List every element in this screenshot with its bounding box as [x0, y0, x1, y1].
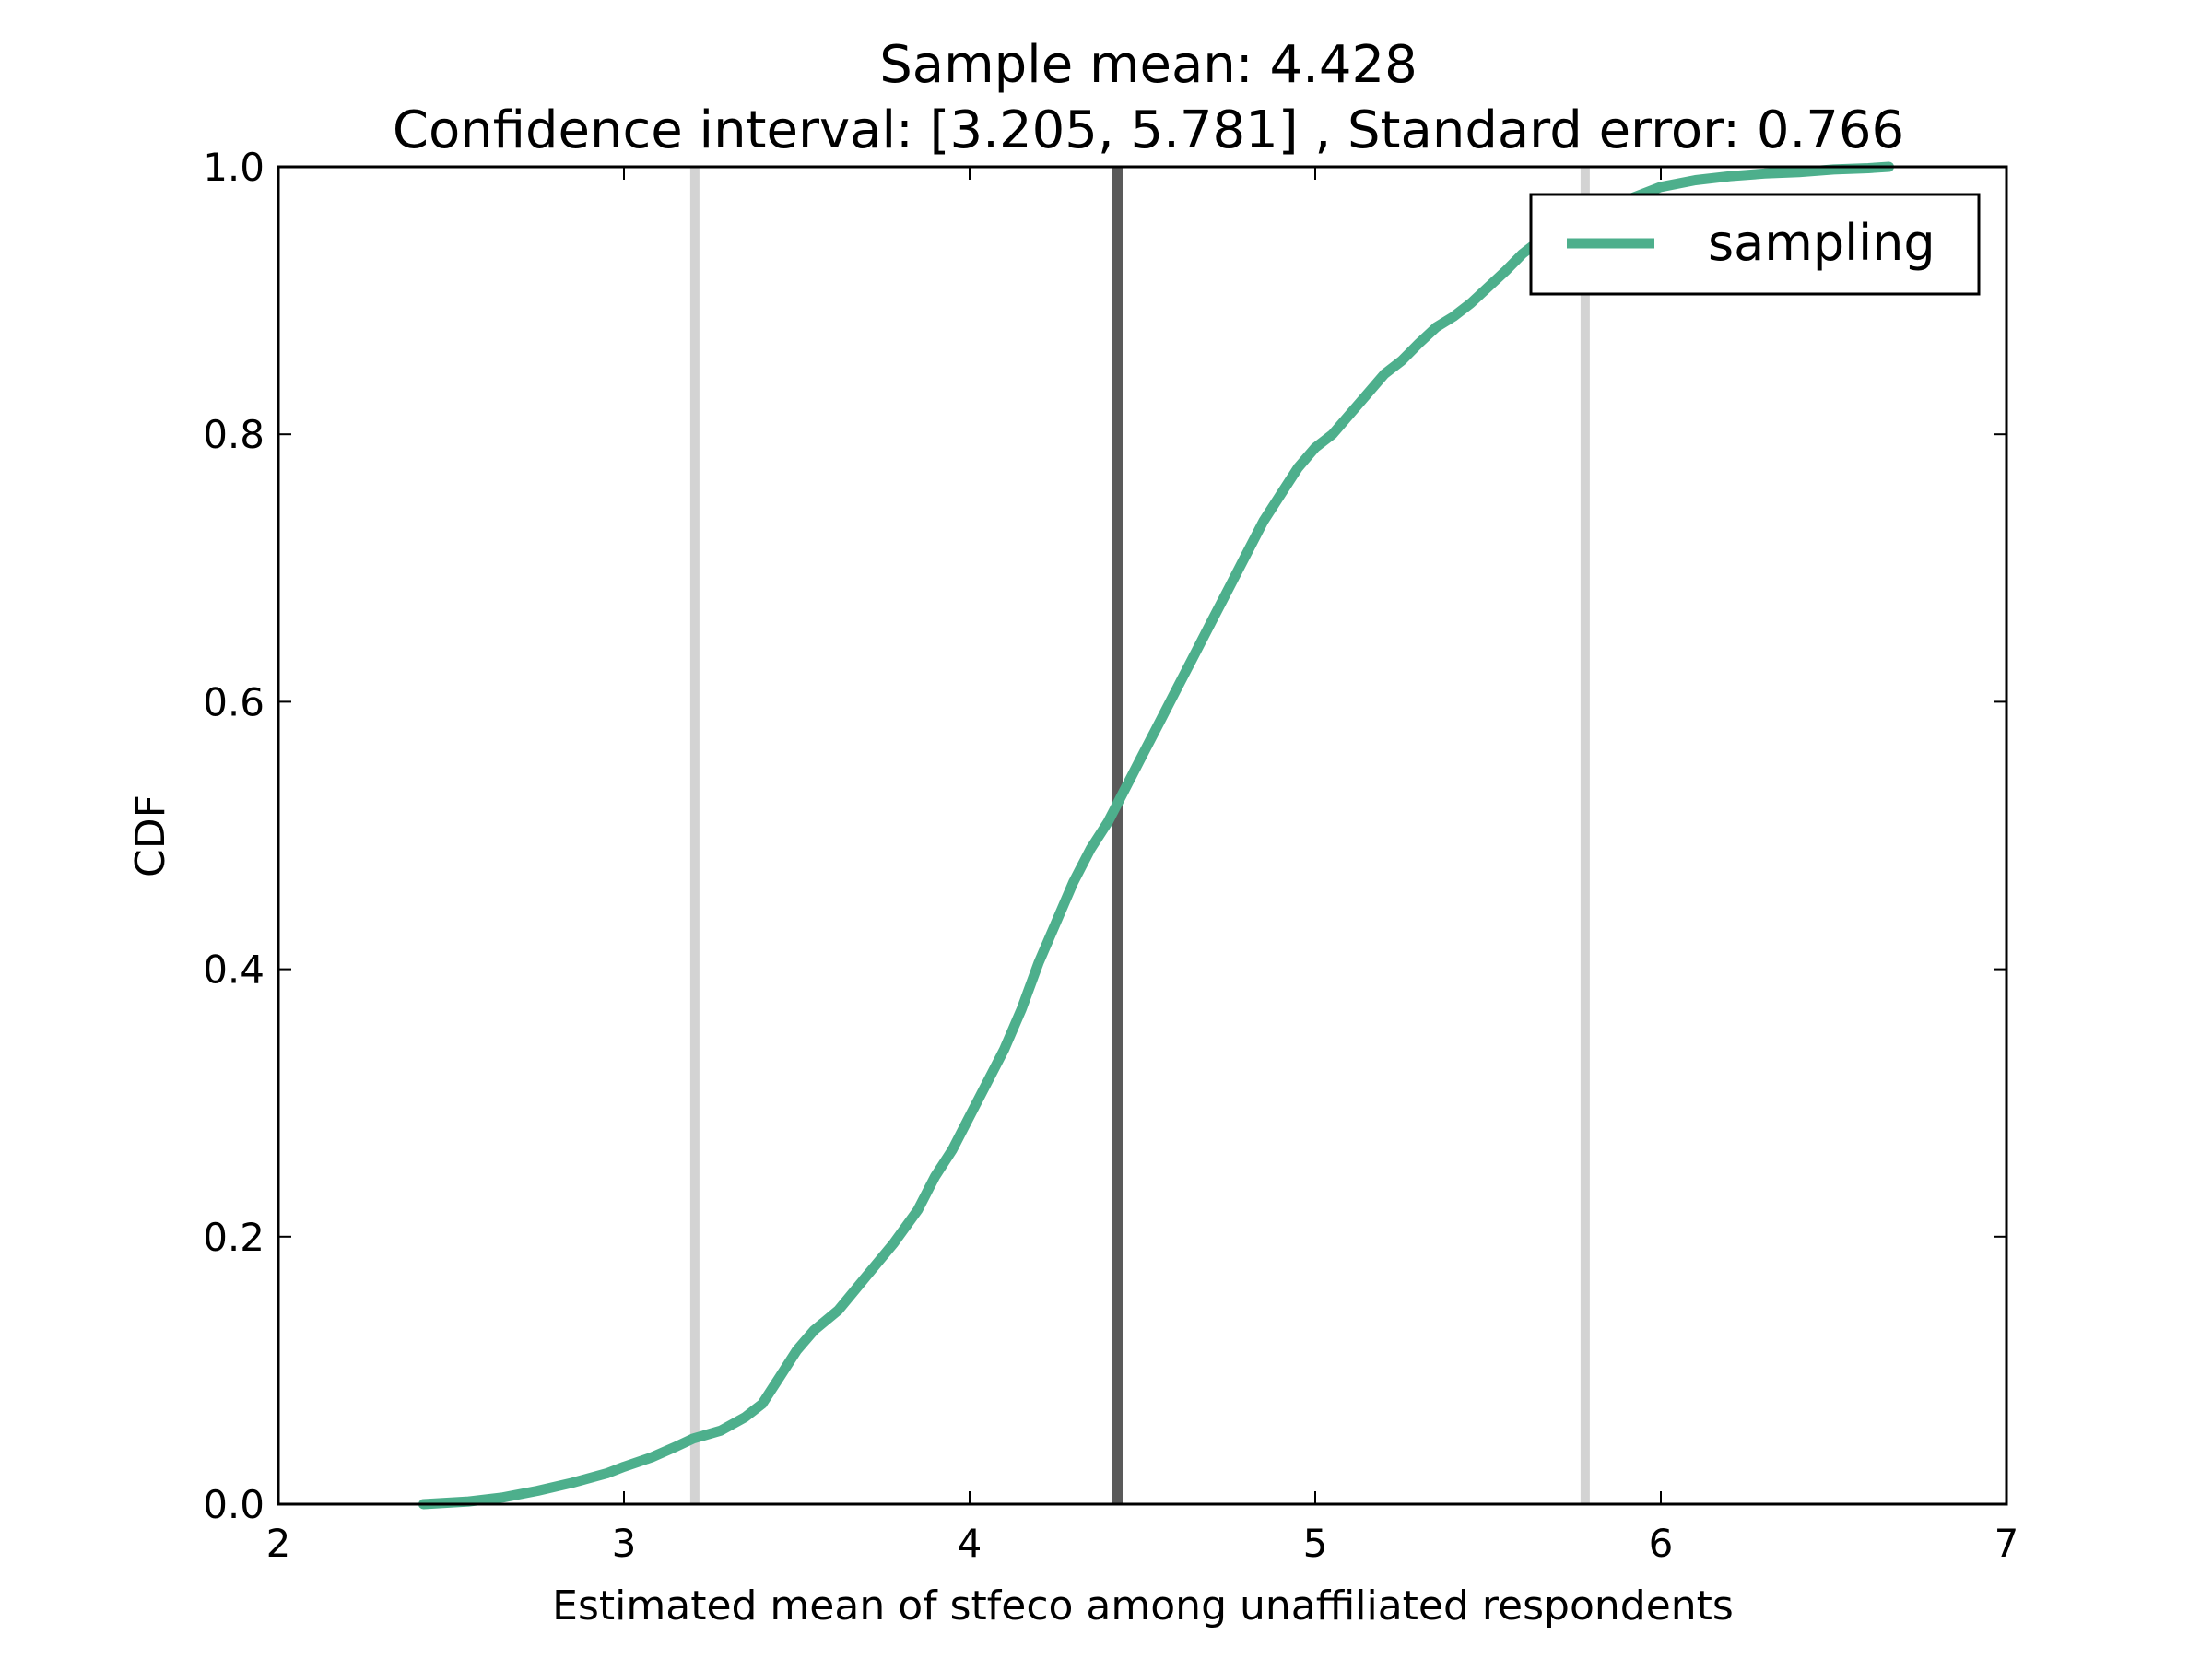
- reference-lines: [689, 167, 1590, 1504]
- x-tick-label: 7: [1994, 1521, 2019, 1566]
- chart-subtitle: Confidence interval: [3.205, 5.781] , St…: [393, 100, 1904, 160]
- y-tick-label: 0.2: [203, 1215, 265, 1260]
- y-tick-label: 0.0: [203, 1482, 265, 1527]
- x-tick-label: 5: [1303, 1521, 1328, 1566]
- series-line-sampling: [418, 161, 1894, 1510]
- x-tick-label: 2: [266, 1521, 291, 1566]
- series-group: [418, 161, 1894, 1510]
- plot-frame: [276, 165, 2008, 1506]
- x-axis-ticks: 2 3 4 5 6 7: [266, 167, 2019, 1566]
- y-tick-label: 0.4: [203, 947, 265, 993]
- y-tick-label: 1.0: [203, 145, 265, 190]
- y-tick-label: 0.8: [203, 412, 265, 457]
- legend-label-sampling: sampling: [1708, 214, 1936, 272]
- chart-title: Sample mean: 4.428: [879, 35, 1418, 95]
- x-tick-label: 6: [1649, 1521, 1674, 1566]
- x-axis-label: Estimated mean of stfeco among unaffilia…: [552, 1583, 1734, 1630]
- x-tick-label: 3: [612, 1521, 637, 1566]
- x-tick-label: 4: [958, 1521, 982, 1566]
- y-tick-label: 0.6: [203, 679, 265, 724]
- legend: sampling: [1529, 193, 1981, 296]
- y-axis-ticks: 0.0 0.2 0.4 0.6 0.8 1.0: [203, 145, 2006, 1527]
- y-axis-label: CDF: [127, 794, 174, 877]
